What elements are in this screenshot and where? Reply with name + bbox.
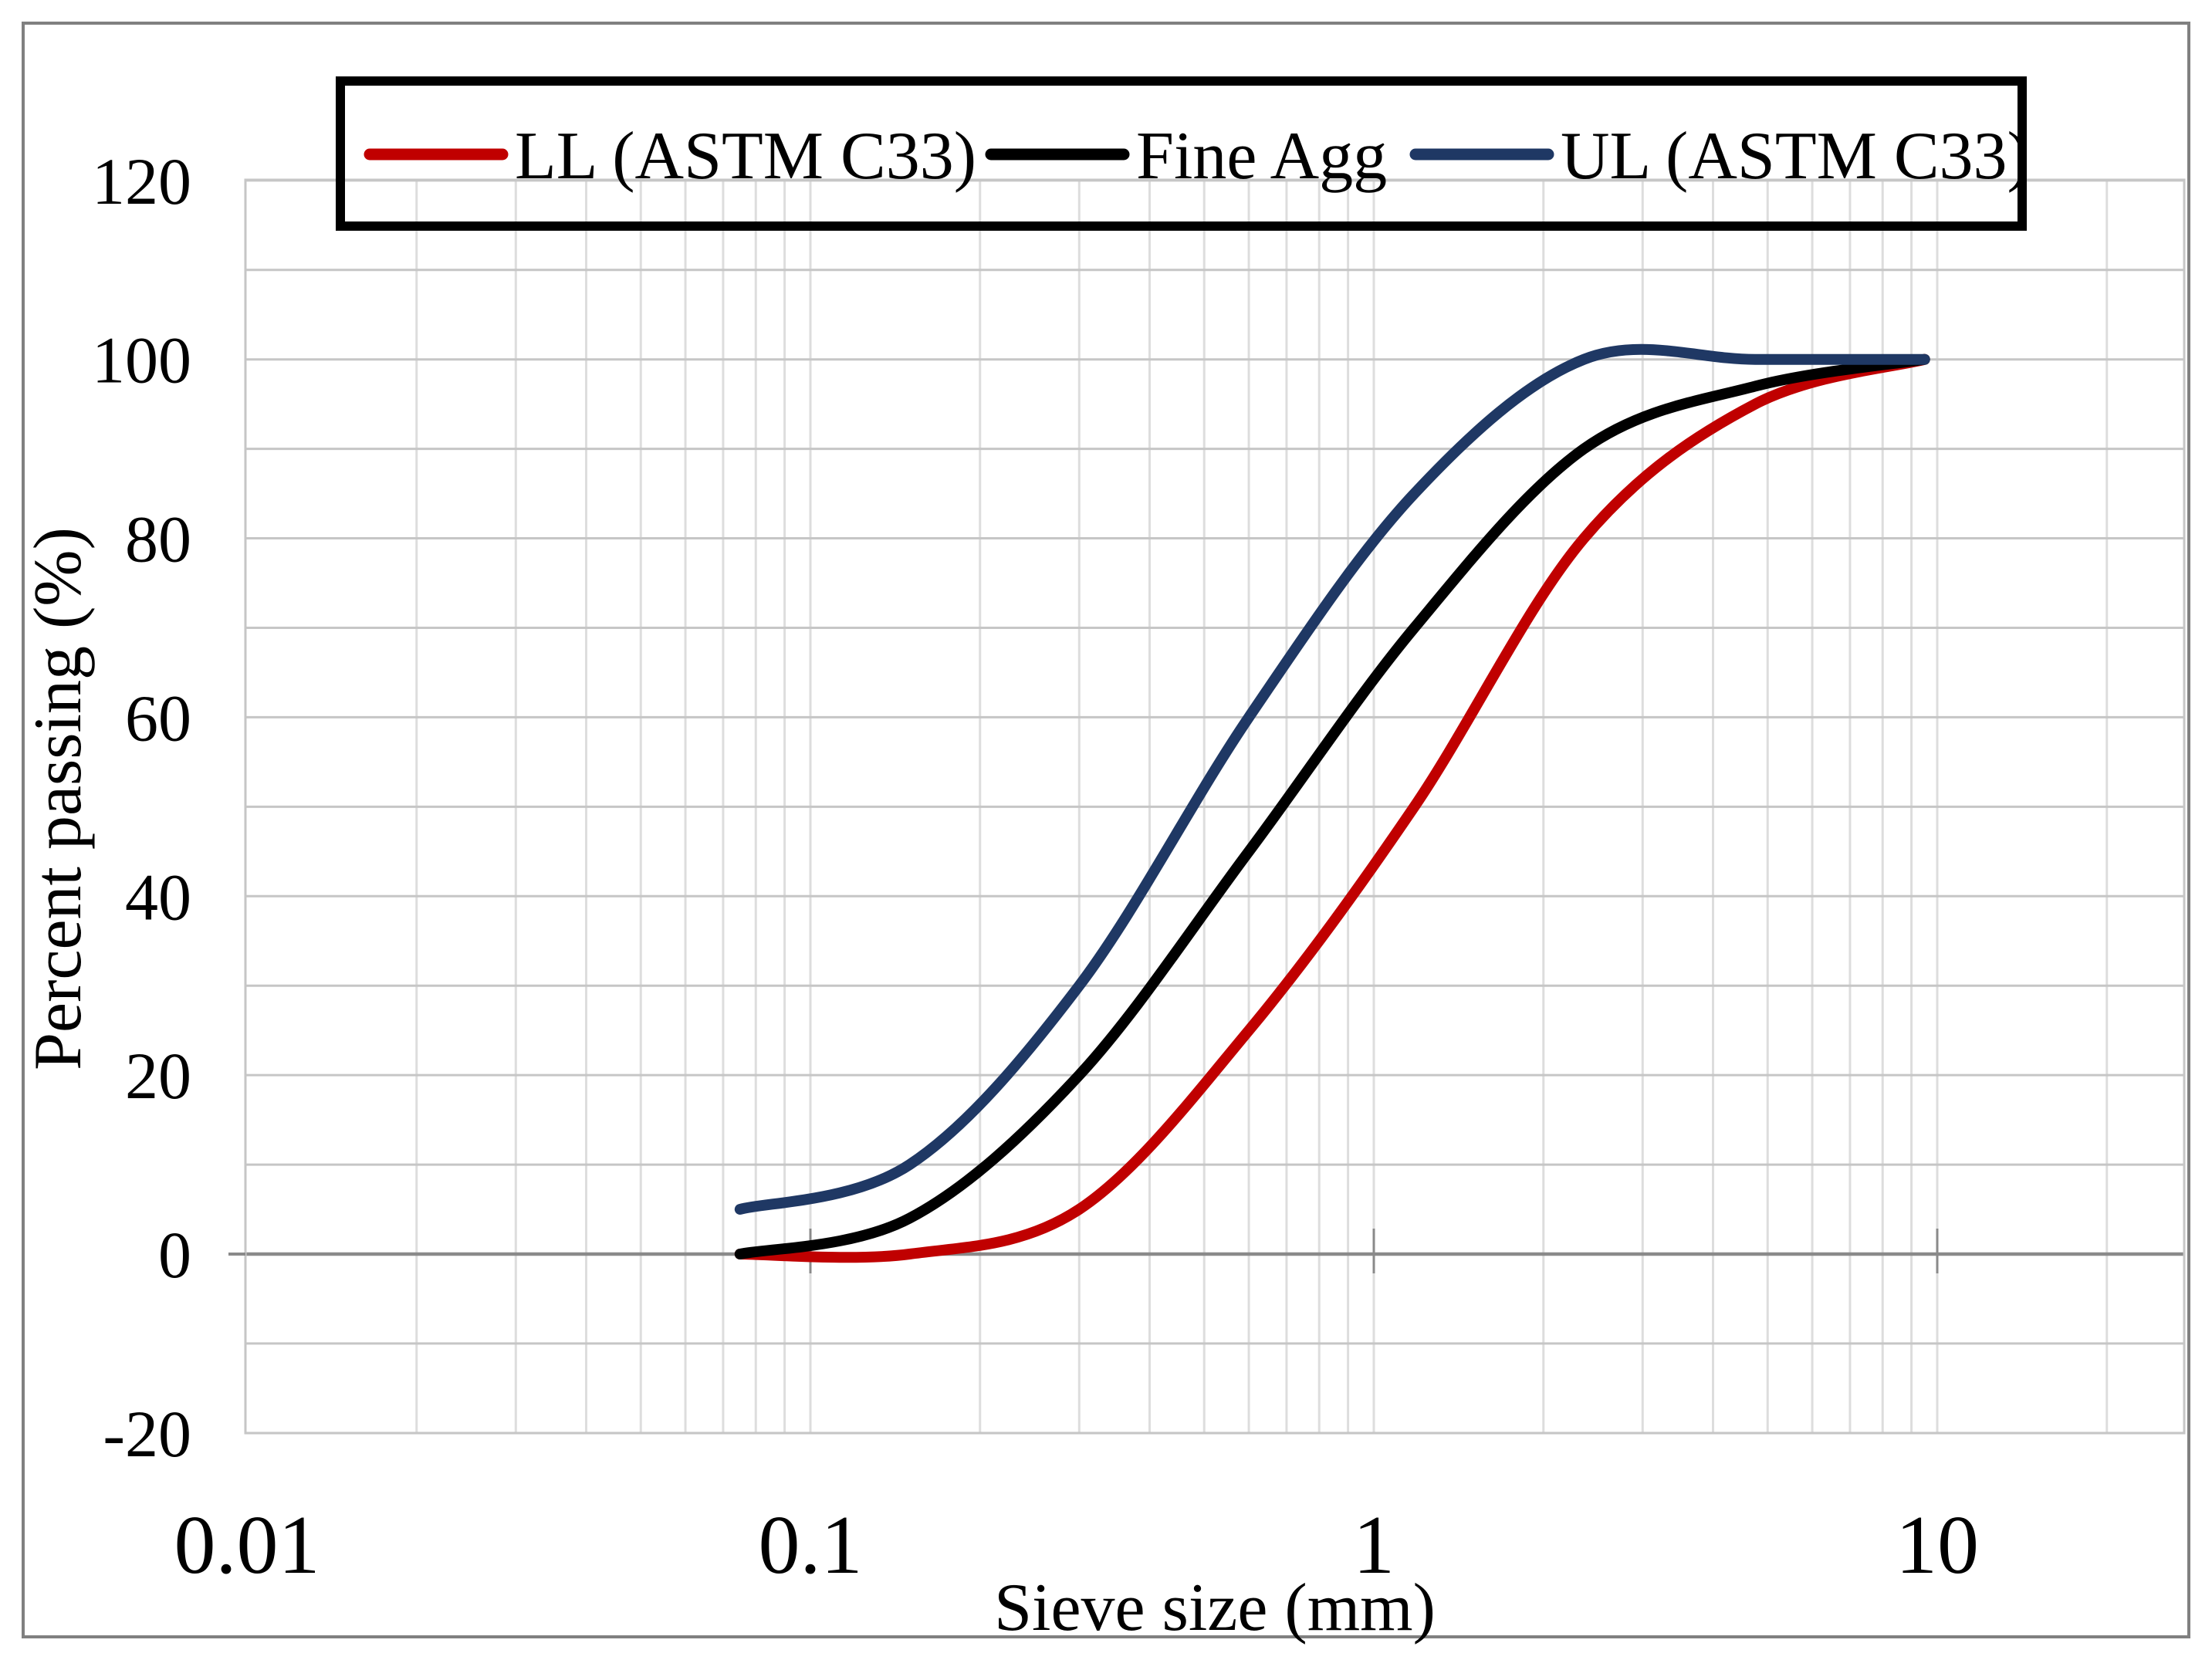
y-axis-title: Percent passing (%) (21, 527, 96, 1070)
y-tick-label: 60 (125, 681, 191, 755)
x-tick-label: 0.01 (174, 1499, 320, 1591)
series-line-fine-agg (734, 353, 1930, 1259)
plot-area-border (244, 178, 2186, 1435)
legend-label: UL (ASTM C33) (1561, 119, 2030, 194)
y-tick-label: 100 (92, 323, 191, 397)
legend-box (336, 76, 2027, 231)
x-axis-title: Sieve size (mm) (994, 1570, 1436, 1645)
series-line-ul-astm-c33 (734, 343, 1930, 1215)
series-line-ll-astm-c33 (734, 353, 1930, 1263)
figure-border (22, 22, 2190, 1638)
data-curves (734, 343, 1930, 1263)
x-tick-label: 0.1 (759, 1499, 863, 1591)
y-tick-label: -20 (103, 1397, 191, 1471)
legend-item: Fine Agg (985, 119, 1387, 194)
legend-item: LL (ASTM C33) (364, 119, 976, 194)
x-tick-label: 10 (1896, 1499, 1979, 1591)
legend-label: Fine Agg (1136, 119, 1387, 194)
gridlines (244, 178, 2186, 1435)
legend: LL (ASTM C33) Fine Agg UL (ASTM C33) (336, 76, 2030, 231)
y-tick-label: 20 (125, 1039, 191, 1113)
legend-item: UL (ASTM C33) (1409, 119, 2030, 194)
y-tick-label: 80 (125, 502, 191, 576)
y-tick-label: 0 (158, 1218, 191, 1292)
y-tick-label: 120 (92, 144, 191, 218)
legend-label: LL (ASTM C33) (515, 119, 976, 194)
tick-labels: -20 0 20 40 60 80 100 120 0.01 0.1 1 10 (92, 144, 1979, 1591)
y-tick-label: 40 (125, 860, 191, 934)
x-tick-label: 1 (1353, 1499, 1395, 1591)
